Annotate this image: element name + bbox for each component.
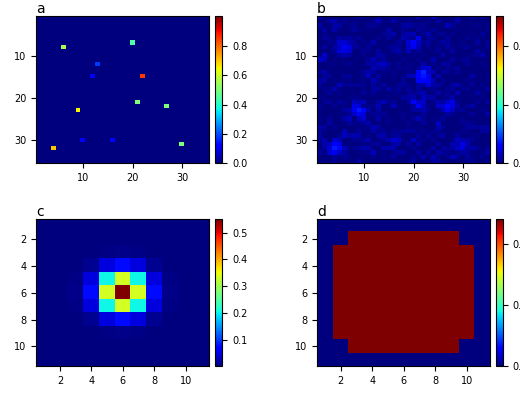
Text: a: a <box>36 2 45 16</box>
Text: d: d <box>317 205 326 219</box>
Text: c: c <box>36 205 44 219</box>
Text: b: b <box>317 2 326 16</box>
